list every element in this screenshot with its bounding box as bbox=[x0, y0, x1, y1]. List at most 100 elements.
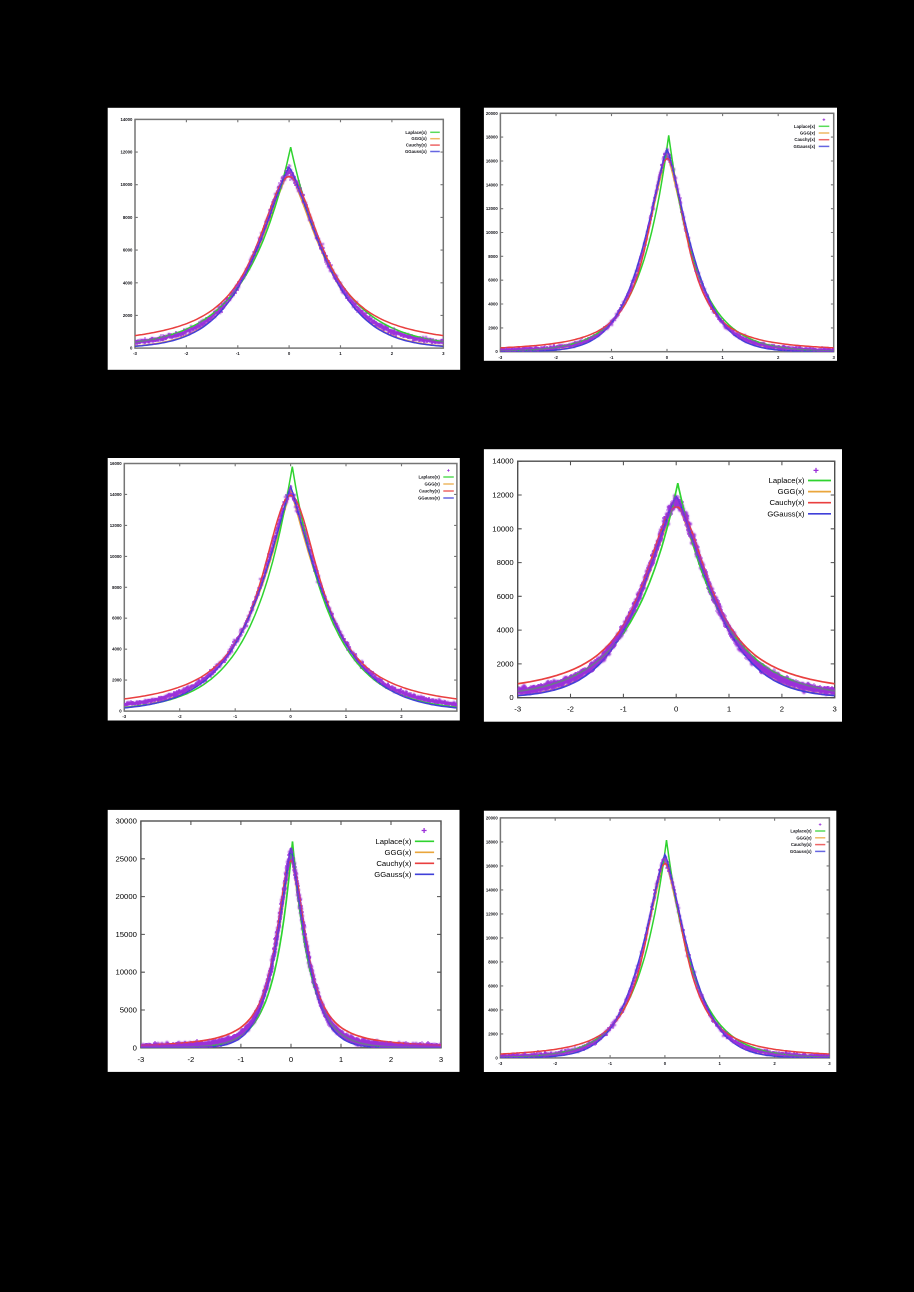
svg-text:16000: 16000 bbox=[486, 863, 499, 868]
svg-text:0: 0 bbox=[119, 709, 122, 714]
svg-text:5000: 5000 bbox=[120, 1006, 137, 1015]
svg-text:10000: 10000 bbox=[486, 230, 499, 235]
svg-text:14000: 14000 bbox=[486, 182, 499, 187]
svg-text:18000: 18000 bbox=[486, 839, 499, 844]
svg-text:4000: 4000 bbox=[123, 280, 133, 285]
svg-text:30000: 30000 bbox=[116, 817, 137, 826]
svg-text:16000: 16000 bbox=[110, 461, 123, 466]
svg-text:10000: 10000 bbox=[492, 524, 513, 533]
svg-text:12000: 12000 bbox=[110, 523, 123, 528]
svg-text:2: 2 bbox=[780, 705, 784, 714]
svg-text:6000: 6000 bbox=[497, 592, 514, 601]
svg-text:Cauchy(x): Cauchy(x) bbox=[376, 859, 411, 868]
svg-text:0: 0 bbox=[289, 714, 292, 719]
svg-text:10000: 10000 bbox=[120, 182, 133, 187]
svg-text:GGauss(x): GGauss(x) bbox=[374, 870, 412, 879]
svg-text:0: 0 bbox=[509, 693, 513, 702]
svg-text:GGG(x): GGG(x) bbox=[384, 848, 411, 857]
svg-text:1: 1 bbox=[339, 1055, 343, 1064]
svg-text:18000: 18000 bbox=[486, 135, 499, 140]
svg-text:0: 0 bbox=[666, 355, 669, 360]
svg-text:2000: 2000 bbox=[488, 325, 498, 330]
svg-text:3: 3 bbox=[828, 1061, 831, 1066]
svg-text:Cauchy(x): Cauchy(x) bbox=[419, 489, 440, 494]
svg-text:-1: -1 bbox=[610, 355, 614, 360]
svg-text:-2: -2 bbox=[554, 355, 558, 360]
svg-text:6000: 6000 bbox=[123, 248, 133, 253]
svg-text:-3: -3 bbox=[514, 705, 521, 714]
svg-text:1: 1 bbox=[339, 351, 342, 356]
svg-text:8000: 8000 bbox=[488, 959, 498, 964]
svg-text:6000: 6000 bbox=[112, 616, 122, 621]
svg-text:12000: 12000 bbox=[486, 911, 499, 916]
svg-text:2000: 2000 bbox=[488, 1031, 498, 1036]
svg-text:8000: 8000 bbox=[488, 254, 498, 259]
svg-text:10000: 10000 bbox=[486, 935, 499, 940]
svg-text:0: 0 bbox=[674, 705, 678, 714]
svg-text:8000: 8000 bbox=[112, 585, 122, 590]
svg-text:GGauss(x): GGauss(x) bbox=[767, 509, 805, 518]
svg-text:20000: 20000 bbox=[486, 111, 499, 116]
svg-text:GGauss(x): GGauss(x) bbox=[418, 496, 440, 501]
svg-text:-2: -2 bbox=[567, 705, 574, 714]
svg-text:4000: 4000 bbox=[497, 626, 514, 635]
svg-text:-3: -3 bbox=[133, 351, 137, 356]
svg-text:6000: 6000 bbox=[488, 983, 498, 988]
svg-text:12000: 12000 bbox=[120, 150, 133, 155]
svg-text:Cauchy(x): Cauchy(x) bbox=[794, 137, 815, 142]
svg-text:-1: -1 bbox=[233, 714, 237, 719]
svg-text:3: 3 bbox=[439, 1055, 443, 1064]
svg-text:2000: 2000 bbox=[112, 678, 122, 683]
svg-text:8000: 8000 bbox=[123, 215, 133, 220]
svg-text:GGG(x): GGG(x) bbox=[778, 487, 805, 496]
svg-text:2: 2 bbox=[391, 351, 394, 356]
svg-text:GGauss(x): GGauss(x) bbox=[405, 149, 427, 154]
svg-text:GGG(x): GGG(x) bbox=[425, 482, 441, 487]
svg-text:4000: 4000 bbox=[112, 647, 122, 652]
svg-text:-3: -3 bbox=[137, 1055, 144, 1064]
svg-text:-1: -1 bbox=[236, 351, 240, 356]
svg-text:4000: 4000 bbox=[488, 1007, 498, 1012]
svg-text:3: 3 bbox=[442, 351, 445, 356]
svg-text:Cauchy(x): Cauchy(x) bbox=[406, 143, 427, 148]
svg-text:0: 0 bbox=[495, 1055, 498, 1060]
svg-text:GGG(x): GGG(x) bbox=[796, 835, 812, 840]
svg-text:0: 0 bbox=[133, 1043, 137, 1052]
svg-text:4000: 4000 bbox=[488, 302, 498, 307]
svg-text:8000: 8000 bbox=[497, 558, 514, 567]
svg-text:-2: -2 bbox=[553, 1061, 557, 1066]
svg-text:14000: 14000 bbox=[110, 492, 123, 497]
svg-text:6000: 6000 bbox=[488, 278, 498, 283]
svg-text:Laplace(x): Laplace(x) bbox=[419, 475, 441, 480]
svg-text:-2: -2 bbox=[187, 1055, 194, 1064]
svg-text:Laplace(x): Laplace(x) bbox=[769, 476, 805, 485]
svg-text:12000: 12000 bbox=[486, 206, 499, 211]
svg-text:-3: -3 bbox=[498, 1061, 502, 1066]
svg-text:Laplace(x): Laplace(x) bbox=[405, 130, 427, 135]
svg-text:0: 0 bbox=[289, 1055, 293, 1064]
svg-text:-2: -2 bbox=[184, 351, 188, 356]
svg-text:2: 2 bbox=[400, 714, 403, 719]
svg-text:14000: 14000 bbox=[492, 457, 513, 466]
svg-text:14000: 14000 bbox=[120, 117, 133, 122]
svg-text:2: 2 bbox=[389, 1055, 393, 1064]
svg-text:0: 0 bbox=[288, 351, 291, 356]
svg-text:3: 3 bbox=[833, 355, 836, 360]
svg-text:GGauss(x): GGauss(x) bbox=[790, 849, 812, 854]
svg-text:16000: 16000 bbox=[486, 159, 499, 164]
svg-text:25000: 25000 bbox=[116, 854, 137, 863]
svg-text:Cauchy(x): Cauchy(x) bbox=[791, 842, 812, 847]
svg-text:3: 3 bbox=[833, 705, 837, 714]
svg-text:-3: -3 bbox=[498, 355, 502, 360]
svg-text:2: 2 bbox=[773, 1061, 776, 1066]
svg-text:14000: 14000 bbox=[486, 887, 499, 892]
svg-text:GGauss(x): GGauss(x) bbox=[793, 144, 815, 149]
svg-text:0: 0 bbox=[130, 346, 133, 351]
svg-text:GGG(x): GGG(x) bbox=[411, 136, 427, 141]
svg-text:12000: 12000 bbox=[492, 491, 513, 500]
svg-text:15000: 15000 bbox=[116, 930, 137, 939]
svg-text:-3: -3 bbox=[122, 714, 126, 719]
svg-text:-1: -1 bbox=[237, 1055, 244, 1064]
svg-text:Laplace(x): Laplace(x) bbox=[794, 124, 816, 129]
svg-text:Laplace(x): Laplace(x) bbox=[375, 837, 411, 846]
